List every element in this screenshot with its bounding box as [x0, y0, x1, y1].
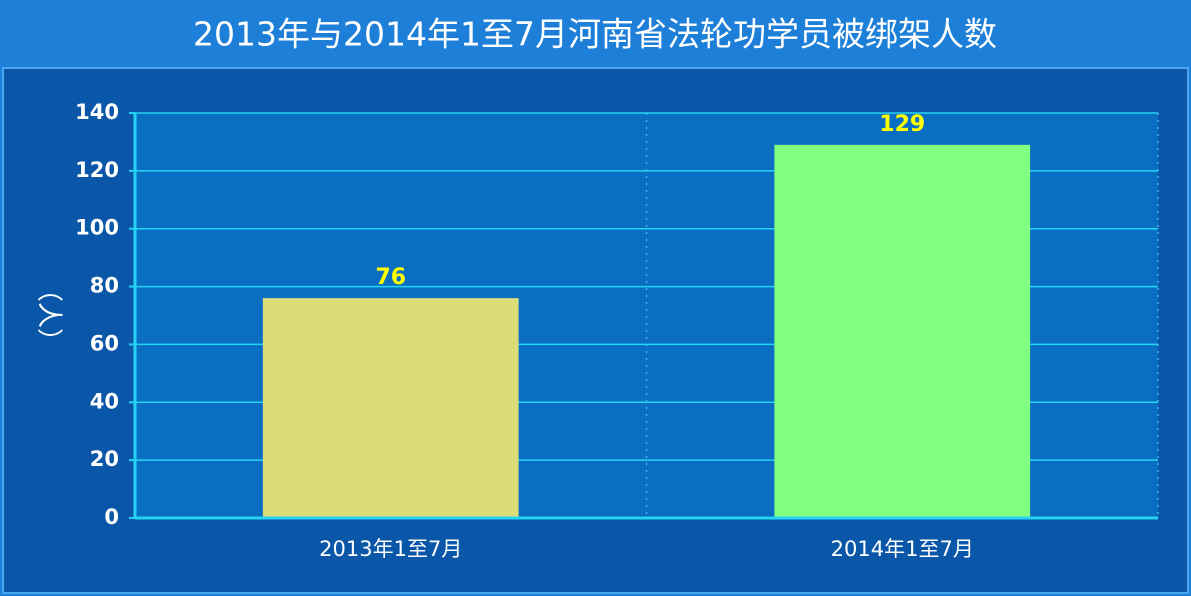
- value-label: 129: [879, 112, 925, 137]
- y-tick-label: 100: [75, 216, 119, 240]
- x-tick-label: 2014年1至7月: [831, 537, 974, 561]
- y-tick-label: 60: [90, 331, 119, 355]
- y-axis-label: （人）: [34, 276, 64, 354]
- y-tick-label: 120: [75, 158, 119, 182]
- y-tick-label: 40: [90, 389, 119, 413]
- y-tick-label: 0: [104, 505, 119, 529]
- chart-title: 2013年与2014年1至7月河南省法轮功学员被绑架人数: [193, 15, 997, 54]
- value-label: 76: [375, 265, 406, 290]
- y-tick-label: 80: [90, 274, 119, 298]
- y-tick-label: 20: [90, 447, 119, 471]
- x-tick-label: 2013年1至7月: [319, 537, 462, 561]
- bar: [262, 298, 519, 518]
- bar: [774, 144, 1031, 519]
- y-tick-label: 140: [75, 100, 119, 124]
